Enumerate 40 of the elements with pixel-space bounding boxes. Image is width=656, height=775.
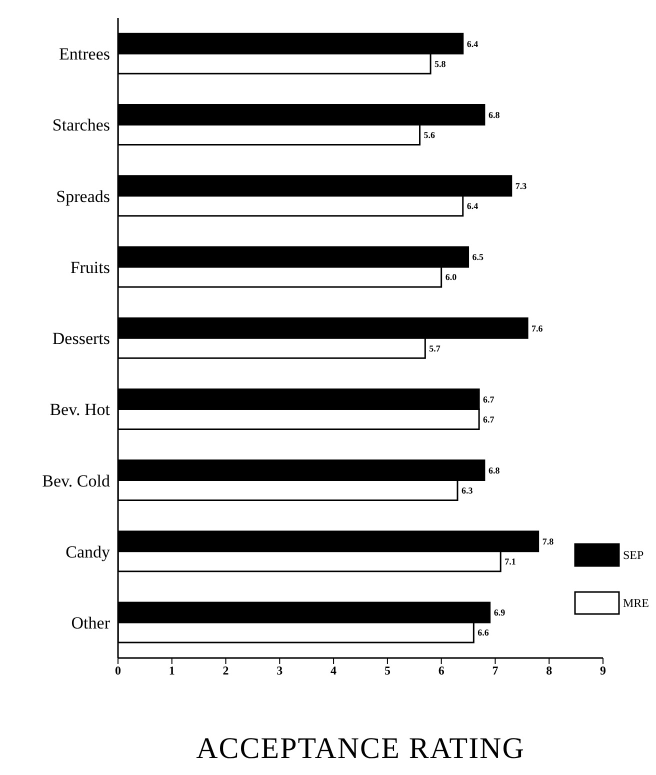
data-label: 5.6	[424, 130, 436, 140]
data-label: 7.3	[515, 181, 528, 192]
y-tick-label: Other	[71, 613, 110, 632]
y-tick-label: Bev. Hot	[50, 400, 110, 420]
y-tick-label: Entrees	[59, 44, 110, 64]
legend-label: SEP	[623, 548, 644, 562]
data-label: 6.3	[462, 486, 474, 496]
x-tick-label: 2	[222, 664, 229, 678]
y-tick-label: Fruits	[70, 258, 110, 277]
x-tick-label: 0	[115, 664, 121, 678]
data-label: 5.8	[434, 58, 446, 69]
data-label: 7.8	[542, 536, 554, 547]
data-label: 6.6	[478, 628, 490, 638]
x-tick-label: 1	[168, 664, 175, 678]
data-label: 7.1	[504, 556, 516, 567]
x-tick-label: 7	[492, 664, 498, 678]
data-label: 6.8	[488, 466, 500, 476]
y-tick-label: Desserts	[52, 329, 110, 348]
data-label: 7.6	[532, 323, 544, 334]
y-tick-label: Candy	[66, 542, 110, 562]
data-label: 6.0	[445, 272, 458, 282]
x-tick-label: 4	[330, 664, 337, 678]
x-tick-label: 6	[438, 664, 444, 678]
data-label: 6.4	[466, 38, 479, 49]
legend-label: MRE	[623, 596, 650, 610]
x-axis-title: ACCEPTANCE RATING	[196, 732, 525, 765]
y-tick-label: Starches	[52, 116, 110, 135]
data-label: 6.4	[466, 201, 479, 212]
x-tick-label: 3	[276, 664, 283, 678]
x-tick-label: 5	[384, 664, 390, 678]
data-label: 6.7	[483, 394, 495, 404]
data-label: 5.7	[429, 343, 441, 354]
data-label: 6.9	[494, 608, 506, 618]
y-tick-label: Spreads	[56, 186, 110, 206]
data-label: 6.7	[483, 414, 495, 424]
x-tick-label: 9	[600, 664, 606, 678]
x-tick-label: 8	[546, 664, 552, 678]
data-label: 6.8	[488, 110, 500, 120]
y-tick-label: Bev. Cold	[42, 471, 110, 490]
data-label: 6.5	[472, 252, 484, 262]
